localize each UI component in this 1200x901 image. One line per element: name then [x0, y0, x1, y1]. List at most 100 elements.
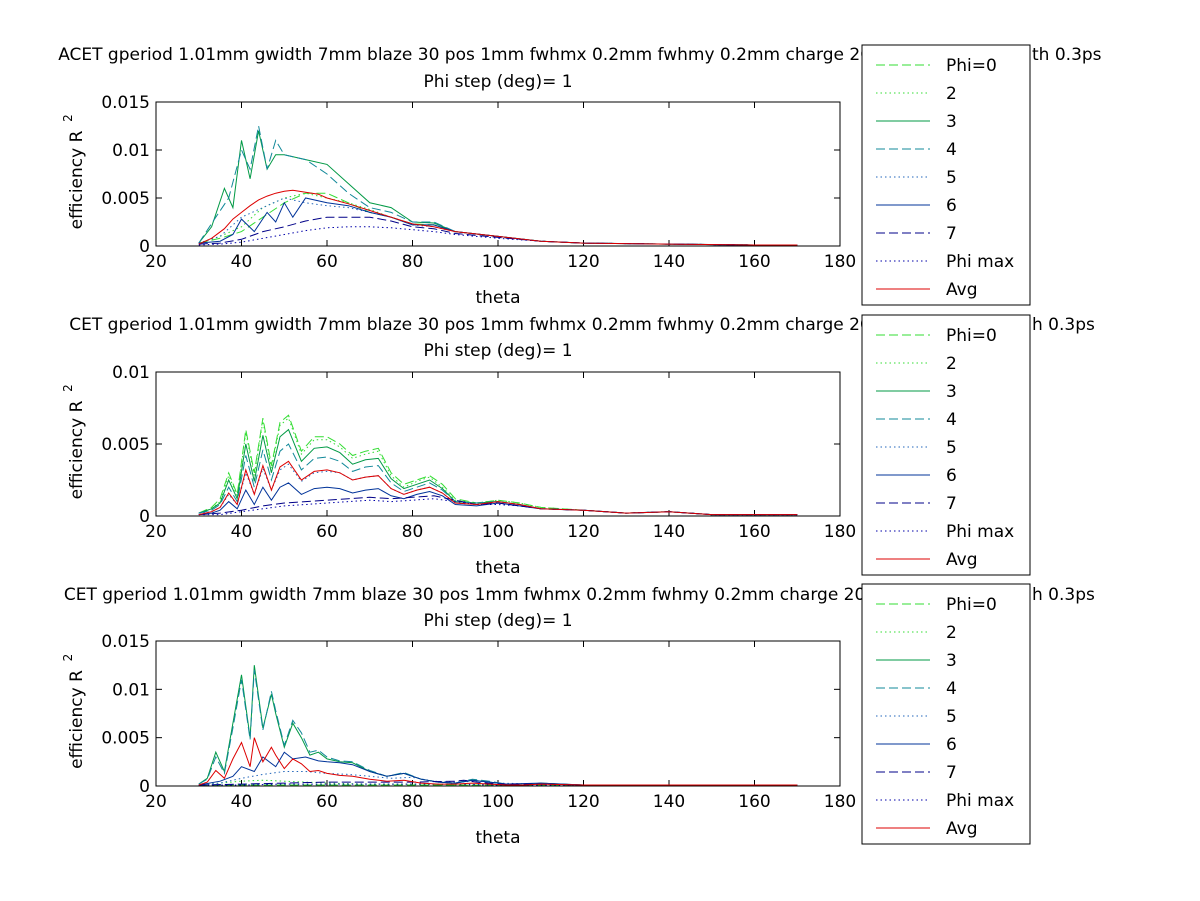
legend-label: 2 — [946, 354, 957, 374]
chart-subtitle: Phi step (deg)= 1 — [423, 72, 572, 92]
y-tick-label: 0.01 — [112, 363, 150, 383]
legend-label: 6 — [946, 735, 957, 755]
series-line-9 — [198, 737, 798, 786]
series-line-5 — [198, 197, 798, 246]
x-axis-label: theta — [476, 558, 521, 578]
y-tick-label: 0 — [139, 237, 150, 257]
legend-label: Avg — [946, 550, 978, 570]
y-tick-label: 0 — [139, 777, 150, 797]
legend-label: 2 — [946, 623, 957, 643]
legend-label: 5 — [946, 707, 957, 727]
x-tick-label: 60 — [316, 792, 338, 812]
series-line-1 — [198, 414, 798, 516]
chart-title: ACET gperiod 1.01mm gwidth 7mm blaze 30 … — [58, 45, 882, 65]
y-tick-label: 0.015 — [101, 632, 150, 652]
x-tick-label: 80 — [402, 522, 424, 542]
legend-label: 3 — [946, 382, 957, 402]
chart-subtitle: Phi step (deg)= 1 — [423, 341, 572, 361]
y-axis-label-superscript: 2 — [61, 114, 75, 122]
x-tick-label: 120 — [567, 792, 599, 812]
y-axis-label: efficiency R — [67, 400, 87, 499]
x-tick-label: 140 — [653, 792, 685, 812]
legend-label: Phi max — [946, 252, 1014, 272]
series-line-2 — [198, 417, 798, 516]
legend-label: 6 — [946, 196, 957, 216]
chart-panel-3: 20 40 60 80 100 120 140 160 180 0 0.005 0.01 0.015 CE… — [61, 583, 1095, 848]
series-line-3 — [198, 665, 798, 786]
legend-box — [861, 44, 1031, 306]
series-line-3 — [198, 130, 798, 246]
legend-label: 7 — [946, 494, 957, 514]
series-line-4 — [198, 443, 798, 516]
x-tick-label: 100 — [482, 792, 514, 812]
y-axis-label-superscript: 2 — [61, 384, 75, 392]
legend-label: Avg — [946, 280, 978, 300]
legend-label: 5 — [946, 438, 957, 458]
x-tick-label: 120 — [567, 252, 599, 272]
x-tick-label: 20 — [145, 252, 167, 272]
chart-panel-2: 20 40 60 80 100 120 140 160 180 0 0.005 0.01 CET gpe… — [61, 314, 1095, 578]
legend-label: Phi=0 — [946, 326, 997, 346]
x-tick-label: 20 — [145, 792, 167, 812]
legend-label: 6 — [946, 466, 957, 486]
legend-label: 7 — [946, 224, 957, 244]
chart-panel-1: 20 40 60 80 100 120 140 160 180 0 0.005 0.01 0.015 AC… — [58, 44, 1102, 308]
x-tick-label: 20 — [145, 522, 167, 542]
y-tick-label: 0.01 — [112, 141, 150, 161]
chart-title-tail: th 0.3ps — [1032, 45, 1102, 65]
chart-title: CET gperiod 1.01mm gwidth 7mm blaze 30 p… — [64, 585, 876, 605]
x-tick-label: 140 — [653, 522, 685, 542]
series-line-9 — [198, 460, 798, 516]
legend-label: 2 — [946, 84, 957, 104]
x-tick-label: 40 — [231, 522, 253, 542]
x-tick-label: 160 — [738, 792, 770, 812]
series-line-4 — [198, 669, 798, 786]
legend-label: Phi max — [946, 522, 1014, 542]
chart-title: CET gperiod 1.01mm gwidth 7mm blaze 30 p… — [69, 315, 870, 335]
x-tick-label: 180 — [824, 522, 856, 542]
x-tick-label: 180 — [824, 792, 856, 812]
legend-label: Phi=0 — [946, 56, 997, 76]
y-tick-label: 0.005 — [101, 189, 150, 209]
y-tick-label: 0.005 — [101, 435, 150, 455]
x-tick-label: 40 — [231, 252, 253, 272]
x-tick-label: 100 — [482, 252, 514, 272]
x-tick-label: 80 — [402, 792, 424, 812]
legend-label: Avg — [946, 819, 978, 839]
legend: Phi=0 2 3 4 5 6 7 Phi max Avg — [861, 44, 1031, 306]
legend-label: 3 — [946, 651, 957, 671]
legend-label: 4 — [946, 140, 957, 160]
y-tick-label: 0.005 — [101, 729, 150, 749]
x-axis-label: theta — [476, 828, 521, 848]
legend: Phi=0 2 3 4 5 6 7 Phi max Avg — [861, 314, 1031, 576]
series-line-5 — [198, 771, 798, 786]
x-tick-label: 60 — [316, 522, 338, 542]
series-line-5 — [198, 463, 798, 516]
y-axis-label: efficiency R — [67, 130, 87, 229]
legend-label: 4 — [946, 410, 957, 430]
chart-subtitle: Phi step (deg)= 1 — [423, 611, 572, 631]
series-line-6 — [198, 197, 798, 246]
chart-title-tail: h 0.3ps — [1032, 315, 1095, 335]
y-tick-label: 0 — [139, 507, 150, 527]
legend-label: 7 — [946, 763, 957, 783]
legend-label: Phi=0 — [946, 595, 997, 615]
legend-box — [861, 314, 1031, 576]
y-axis-label-superscript: 2 — [61, 654, 75, 662]
legend-label: 4 — [946, 679, 957, 699]
x-tick-label: 80 — [402, 252, 424, 272]
legend-label: 3 — [946, 112, 957, 132]
x-tick-label: 160 — [738, 252, 770, 272]
series-line-6 — [198, 482, 798, 516]
series-line-4 — [198, 125, 798, 246]
chart-title-tail: h 0.3ps — [1032, 585, 1095, 605]
legend-label: 5 — [946, 168, 957, 188]
series-line-8 — [198, 226, 798, 246]
series-line-9 — [198, 189, 798, 246]
x-tick-label: 160 — [738, 522, 770, 542]
x-tick-label: 120 — [567, 522, 599, 542]
legend-label: Phi max — [946, 791, 1014, 811]
x-tick-label: 140 — [653, 252, 685, 272]
x-tick-label: 40 — [231, 792, 253, 812]
